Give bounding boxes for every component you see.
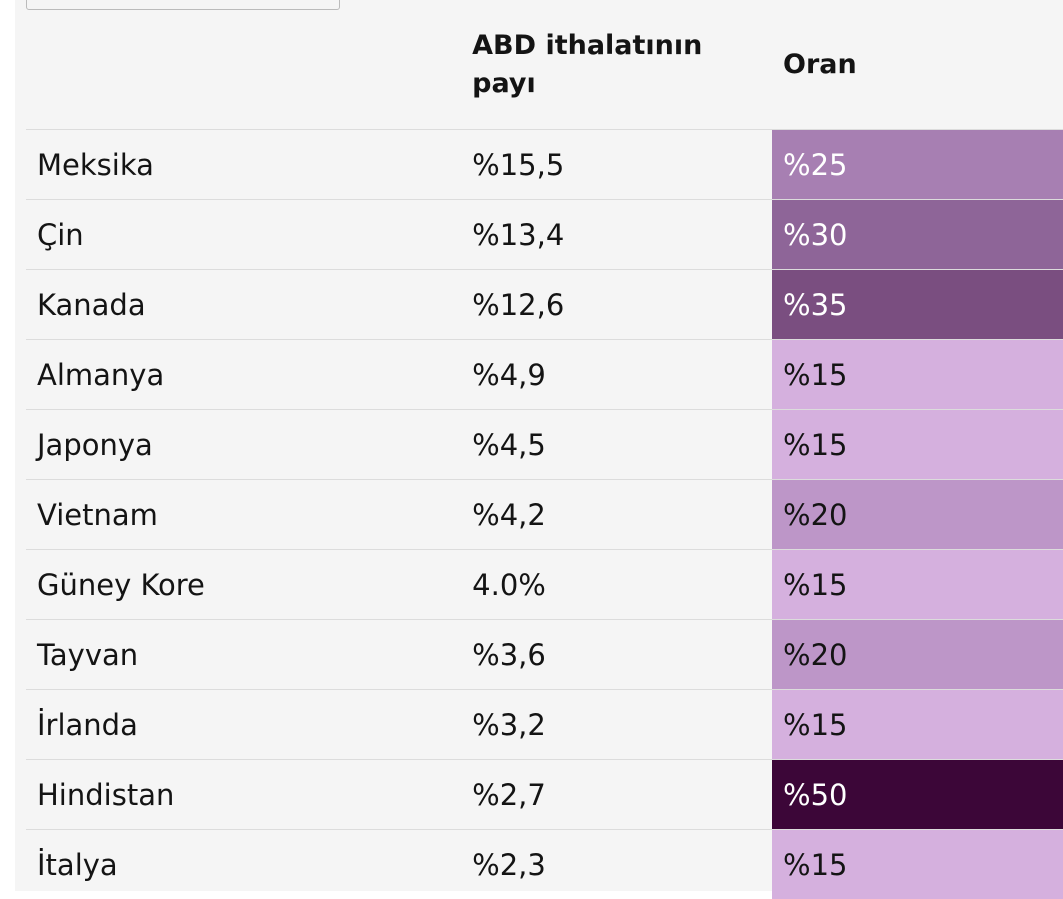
share-cell: %4,2 — [461, 480, 772, 550]
table-row: Tayvan%3,6%20 — [26, 620, 1063, 690]
country-cell: İtalya — [26, 830, 461, 899]
share-cell: 4.0% — [461, 550, 772, 620]
rate-cell: %15 — [772, 410, 1063, 480]
share-cell: %4,5 — [461, 410, 772, 480]
country-cell: Meksika — [26, 130, 461, 200]
table-row: Meksika%15,5%25 — [26, 130, 1063, 200]
share-cell: %2,3 — [461, 830, 772, 899]
rate-cell: %15 — [772, 550, 1063, 620]
table-row: İtalya%2,3%15 — [26, 830, 1063, 899]
table-row: Vietnam%4,2%20 — [26, 480, 1063, 550]
country-cell: Kanada — [26, 270, 461, 340]
rate-cell: %15 — [772, 690, 1063, 760]
country-cell: Çin — [26, 200, 461, 270]
country-cell: Hindistan — [26, 760, 461, 830]
table-row: Çin%13,4%30 — [26, 200, 1063, 270]
country-cell: İrlanda — [26, 690, 461, 760]
table-row: Kanada%12,6%35 — [26, 270, 1063, 340]
rate-cell: %20 — [772, 480, 1063, 550]
share-cell: %13,4 — [461, 200, 772, 270]
header-cell: ABD ithalatının payı — [461, 0, 772, 130]
rate-cell: %20 — [772, 620, 1063, 690]
tariff-table: ABD ithalatının payı Oran Meksika%15,5%2… — [26, 0, 1063, 899]
rate-cell: %35 — [772, 270, 1063, 340]
country-cell: Vietnam — [26, 480, 461, 550]
share-cell: %12,6 — [461, 270, 772, 340]
share-cell: %2,7 — [461, 760, 772, 830]
share-cell: %4,9 — [461, 340, 772, 410]
rate-cell: %50 — [772, 760, 1063, 830]
share-cell: %3,6 — [461, 620, 772, 690]
rate-cell: %30 — [772, 200, 1063, 270]
header-cell: Oran — [772, 0, 1063, 130]
table-row: İrlanda%3,2%15 — [26, 690, 1063, 760]
header-cell — [26, 0, 461, 130]
rate-cell: %25 — [772, 130, 1063, 200]
table-row: Japonya%4,5%15 — [26, 410, 1063, 480]
header-row: ABD ithalatının payı Oran — [26, 0, 1063, 130]
rate-cell: %15 — [772, 830, 1063, 899]
rate-cell: %15 — [772, 340, 1063, 410]
table-row: Almanya%4,9%15 — [26, 340, 1063, 410]
country-cell: Japonya — [26, 410, 461, 480]
table-row: Hindistan%2,7%50 — [26, 760, 1063, 830]
header-share: ABD ithalatının payı — [472, 27, 712, 103]
country-cell: Tayvan — [26, 620, 461, 690]
country-cell: Güney Kore — [26, 550, 461, 620]
share-cell: %3,2 — [461, 690, 772, 760]
share-cell: %15,5 — [461, 130, 772, 200]
country-cell: Almanya — [26, 340, 461, 410]
